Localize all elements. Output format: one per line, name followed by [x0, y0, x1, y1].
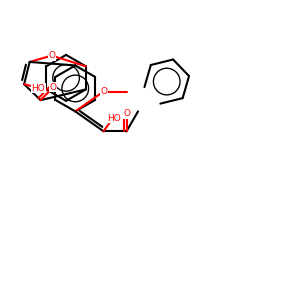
Text: HO: HO [32, 84, 45, 93]
Text: HO: HO [107, 113, 121, 122]
Text: O: O [50, 83, 56, 92]
Text: O: O [123, 109, 130, 118]
Text: O: O [100, 87, 107, 96]
Text: O: O [48, 51, 55, 60]
